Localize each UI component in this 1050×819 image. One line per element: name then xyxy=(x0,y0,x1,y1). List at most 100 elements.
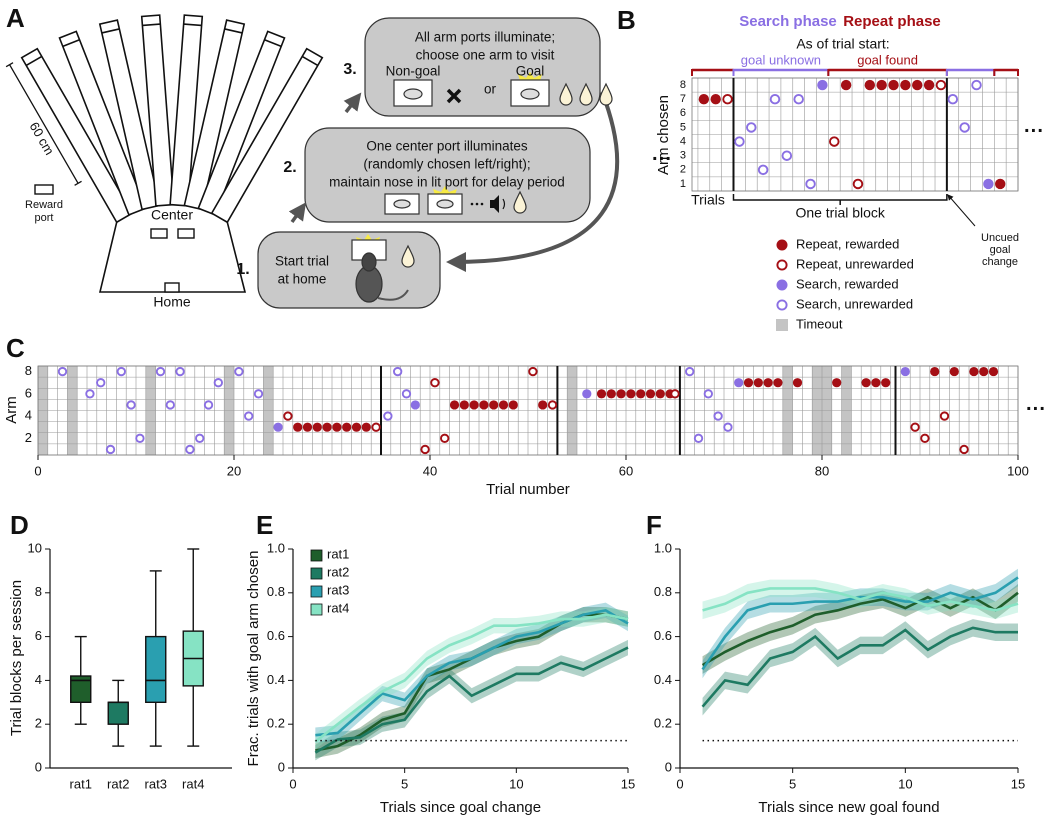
maze-arm xyxy=(210,47,324,224)
trial-point xyxy=(547,400,558,410)
y-axis-label: Arm chosen xyxy=(655,95,672,175)
scale-tick xyxy=(5,62,14,68)
trial-point xyxy=(852,178,864,190)
maze-arm xyxy=(58,30,147,216)
legend-swatch xyxy=(310,567,323,580)
legend-label: Repeat, unrewarded xyxy=(796,256,914,271)
legend-label: rat1 xyxy=(327,546,349,561)
error-band xyxy=(315,639,628,761)
x-axis-label: Trial number xyxy=(486,481,570,498)
annotation: change xyxy=(982,256,1018,268)
trial-point xyxy=(988,366,999,377)
y-tick-label: 0.4 xyxy=(267,672,285,687)
step-text: maintain nose in lit port for delay peri… xyxy=(329,175,565,190)
legend-swatch xyxy=(776,319,788,331)
trial-point xyxy=(959,444,969,455)
trial-point xyxy=(900,366,910,377)
center-port xyxy=(177,228,195,239)
x-tick-label: 20 xyxy=(227,463,241,478)
trial-point xyxy=(670,389,680,399)
option-label: Non-goal xyxy=(386,64,441,79)
port-label: Reward xyxy=(25,199,63,211)
x-tick-label: 100 xyxy=(1007,463,1029,478)
trial-point xyxy=(935,79,947,91)
series-line xyxy=(702,587,1019,612)
step-text: All arm ports illuminate; xyxy=(415,30,555,45)
panel-letter: E xyxy=(256,510,273,540)
step-number: 2. xyxy=(283,159,296,176)
x-axis-label: Trials since goal change xyxy=(380,799,541,816)
y-tick-label: 0.6 xyxy=(267,628,285,643)
trial-point xyxy=(85,389,95,399)
x-tick-label: 5 xyxy=(789,776,796,791)
panel-letter: B xyxy=(617,5,636,35)
trial-point xyxy=(302,422,313,432)
legend-marker xyxy=(776,299,788,311)
trial-point xyxy=(881,378,891,388)
option-label: or xyxy=(484,82,497,97)
legend-label: rat4 xyxy=(327,600,349,615)
y-tick-label: 2 xyxy=(25,430,32,445)
panel-letter: A xyxy=(6,3,25,33)
subtitle: As of trial start: xyxy=(796,36,889,52)
trial-point xyxy=(969,366,979,377)
x-tick-label: rat4 xyxy=(182,776,204,791)
trial-point xyxy=(538,400,548,410)
trial-point xyxy=(508,400,518,410)
arm-port xyxy=(62,39,80,48)
error-band xyxy=(702,584,1018,674)
y-tick-label: 4 xyxy=(35,672,42,687)
continuation: ··· xyxy=(1026,398,1046,420)
drop xyxy=(559,82,573,106)
legend-label: Search, unrewarded xyxy=(796,296,913,311)
y-tick-label: 0.6 xyxy=(654,628,672,643)
trial-point xyxy=(930,366,940,377)
trial-point xyxy=(713,411,723,421)
arm-port xyxy=(101,28,120,34)
trial-point xyxy=(293,422,303,432)
phase-caption: goal found xyxy=(857,52,918,67)
trial-point xyxy=(116,366,126,377)
trial-point xyxy=(792,378,803,388)
trial-point xyxy=(253,389,264,399)
y-tick-label: 0 xyxy=(35,759,42,774)
trial-point xyxy=(876,79,887,91)
trial-point xyxy=(96,378,106,388)
trial-point xyxy=(861,378,871,388)
trial-point xyxy=(723,422,733,432)
y-tick-label: 6 xyxy=(35,628,42,643)
flow-diagram xyxy=(257,17,620,309)
trial-point xyxy=(361,422,371,432)
trial-point xyxy=(636,389,646,399)
trial-point xyxy=(410,400,420,410)
maze-arm xyxy=(197,30,286,216)
trial-point xyxy=(995,178,1006,190)
option-label: Goal xyxy=(516,64,545,79)
trial-point xyxy=(596,389,607,399)
y-tick-label: 1 xyxy=(680,178,686,190)
trial-point xyxy=(979,366,989,377)
trial-point xyxy=(135,433,145,443)
phase-label: Search phase xyxy=(739,13,837,30)
rat-tail xyxy=(377,289,409,301)
trial-point xyxy=(746,122,757,133)
scale-tick xyxy=(74,180,82,186)
home-port xyxy=(164,282,180,293)
legend-swatch xyxy=(310,549,323,562)
step-arrow xyxy=(288,202,307,224)
legend-swatch xyxy=(310,585,323,598)
trial-point xyxy=(939,411,950,421)
trial-point xyxy=(489,400,499,410)
series-line xyxy=(701,576,1019,671)
trial-point xyxy=(983,178,994,190)
trial-point xyxy=(805,178,816,190)
arm-port xyxy=(301,55,319,67)
y-tick-label: 6 xyxy=(25,385,32,400)
x-tick-label: rat1 xyxy=(70,776,92,791)
maze-body xyxy=(98,222,247,293)
trial-point xyxy=(449,400,460,410)
port-hole xyxy=(520,88,540,100)
y-axis-label: Arm xyxy=(3,396,20,424)
drop xyxy=(599,82,613,106)
